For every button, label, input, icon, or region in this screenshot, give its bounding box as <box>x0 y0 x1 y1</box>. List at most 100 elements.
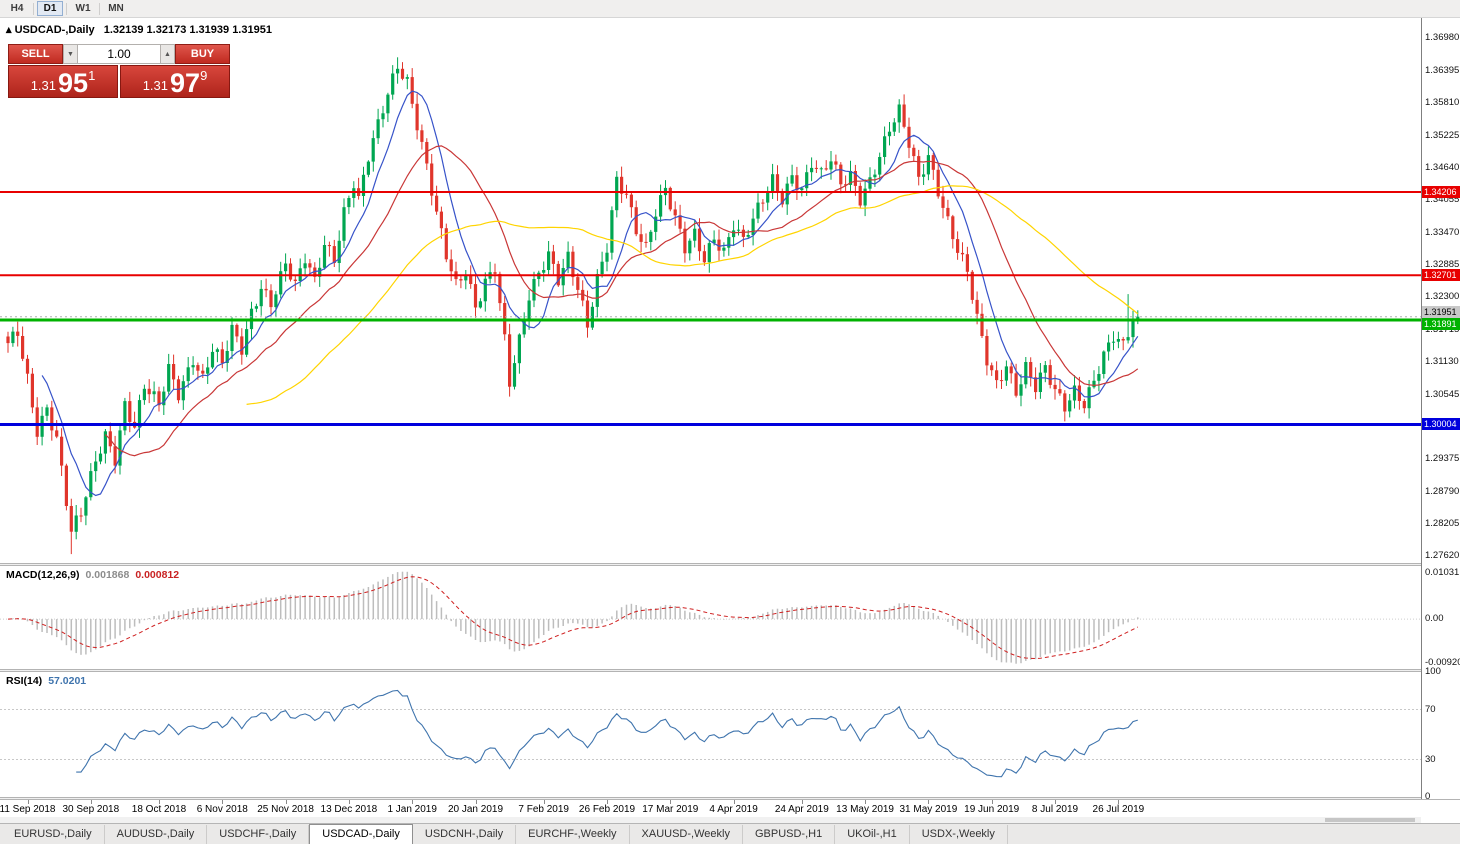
horizontal-scrollbar[interactable] <box>0 817 1421 823</box>
symbol-tab-eurusd[interactable]: EURUSD-,Daily <box>2 825 105 844</box>
rsi-label: RSI(14) 57.0201 <box>6 675 86 687</box>
rsi-name: RSI(14) <box>6 675 43 687</box>
buy-price-button[interactable]: 1.31 97 9 <box>120 65 230 98</box>
time-tick <box>1055 800 1056 804</box>
price-axis-label: 1.36395 <box>1425 64 1460 76</box>
time-axis-label: 4 Apr 2019 <box>709 804 758 815</box>
symbol-tab-usdchf[interactable]: USDCHF-,Daily <box>207 825 310 844</box>
scrollbar-thumb[interactable] <box>1325 818 1415 822</box>
time-axis[interactable]: 11 Sep 2018 30 Sep 2018 18 Oct 2018 6 Nov 2… <box>0 800 1421 817</box>
time-axis-label: 13 Dec 2018 <box>320 804 378 815</box>
price-tag: 1.31891 <box>1422 318 1460 331</box>
panel-separator[interactable] <box>0 563 1460 566</box>
symbol-tab-usdx[interactable]: USDX-,Weekly <box>910 825 1008 844</box>
sell-price-sup: 1 <box>88 68 96 83</box>
sell-price-head: 1.31 <box>30 78 57 93</box>
timeframe-toolbar: H4 D1 W1 MN <box>0 0 1460 18</box>
buy-button[interactable]: BUY <box>175 44 230 64</box>
time-axis-label: 17 Mar 2019 <box>642 804 699 815</box>
price-chart-canvas[interactable] <box>0 18 1421 563</box>
price-axis-label: 1.32885 <box>1425 259 1460 271</box>
main-chart-panel[interactable]: ▴ USDCAD-,Daily 1.32139 1.32173 1.31939 … <box>0 18 1421 563</box>
macd-canvas[interactable] <box>0 566 1421 669</box>
price-axis-label: 1.29375 <box>1425 453 1460 465</box>
time-tick <box>159 800 160 804</box>
indicator-axis-label: 30 <box>1425 753 1436 765</box>
toolbar-separator <box>99 2 100 15</box>
buy-price-sup: 9 <box>200 68 208 83</box>
symbol-tab-ukoil[interactable]: UKOil-,H1 <box>835 825 910 844</box>
time-axis-label: 24 Apr 2019 <box>774 804 829 815</box>
price-axis-label: 1.34055 <box>1425 194 1460 206</box>
candlestick-chart[interactable] <box>0 18 1421 563</box>
price-tag: 1.32701 <box>1422 269 1460 282</box>
indicator-axis-label: 0.00 <box>1425 613 1444 625</box>
time-tick <box>865 800 867 804</box>
time-axis-label: 19 Jun 2019 <box>964 804 1020 815</box>
price-tag: 1.31951 <box>1422 305 1460 318</box>
price-axis-label: 1.35225 <box>1425 129 1460 141</box>
rsi-chart[interactable] <box>0 672 1421 797</box>
time-axis-label: 26 Feb 2019 <box>578 804 636 815</box>
price-axis-label: 1.31130 <box>1425 356 1459 368</box>
price-axis-label: 1.28205 <box>1425 517 1460 529</box>
price-axis-label: 1.30545 <box>1425 388 1460 400</box>
time-tick <box>928 800 930 804</box>
time-tick <box>607 800 608 804</box>
time-axis-label: 1 Jan 2019 <box>387 804 437 815</box>
chart-ohlc-values: 1.32139 1.32173 1.31939 1.31951 <box>103 24 272 36</box>
timeframe-button-d1[interactable]: D1 <box>37 1 63 16</box>
time-axis-label: 26 Jul 2019 <box>1092 804 1145 815</box>
time-tick <box>412 800 414 804</box>
macd-chart[interactable] <box>0 566 1421 669</box>
volume-input[interactable]: 1.00 <box>78 44 160 64</box>
buy-price-big: 97 <box>170 68 201 99</box>
time-axis-label: 8 Jul 2019 <box>1031 804 1079 815</box>
price-axis-label: 1.36980 <box>1425 32 1460 44</box>
price-axis-label: 1.33470 <box>1425 226 1460 238</box>
volume-decrease-button[interactable]: ▼ <box>63 44 78 64</box>
rsi-value: 57.0201 <box>48 675 87 687</box>
symbol-tab-usdcad[interactable]: USDCAD-,Daily <box>309 824 413 844</box>
timeframe-buttons: H4 D1 W1 MN <box>4 0 129 18</box>
symbol-tab-xauusd[interactable]: XAUUSD-,Weekly <box>630 825 743 844</box>
time-axis-label: 20 Jan 2019 <box>447 804 504 815</box>
toolbar-separator <box>33 2 34 15</box>
macd-panel[interactable]: MACD(12,26,9) 0.001868 0.000812 <box>0 566 1421 669</box>
time-axis-label: 30 Sep 2018 <box>62 804 120 815</box>
price-axis-label: 1.32300 <box>1425 291 1460 303</box>
buy-price-head: 1.31 <box>142 78 169 93</box>
macd-signal-value: 0.000812 <box>135 569 180 581</box>
sell-price-big: 95 <box>58 68 89 99</box>
price-tag: 1.34206 <box>1422 185 1460 198</box>
timeframe-button-h4[interactable]: H4 <box>4 1 30 16</box>
symbol-tab-usdcnh[interactable]: USDCNH-,Daily <box>413 825 517 844</box>
time-axis-label: 18 Oct 2018 <box>131 804 187 815</box>
price-tag: 1.30004 <box>1422 418 1460 431</box>
time-axis-label: 31 May 2019 <box>899 804 958 815</box>
indicator-axis-label: -0.00920 <box>1425 657 1460 668</box>
one-click-trading-panel: SELL ▼ 1.00 ▲ BUY 1.31 95 1 1.31 97 9 <box>8 44 230 98</box>
sell-price-button[interactable]: 1.31 95 1 <box>8 65 118 98</box>
price-axis[interactable]: 1.36980 1.36395 1.35810 1.35225 1.34640 1.340… <box>1421 18 1460 802</box>
symbol-tab-eurchf[interactable]: EURCHF-,Weekly <box>516 825 630 844</box>
rsi-canvas[interactable] <box>0 672 1421 797</box>
rsi-panel[interactable]: RSI(14) 57.0201 <box>0 672 1421 797</box>
time-tick <box>90 800 92 804</box>
volume-increase-button[interactable]: ▲ <box>160 44 175 64</box>
chart-title: ▴ USDCAD-,Daily 1.32139 1.32173 1.31939 … <box>6 23 272 36</box>
time-tick <box>1118 800 1120 804</box>
indicator-axis-label: 0 <box>1425 791 1431 802</box>
symbol-tab-audusd[interactable]: AUDUSD-,Daily <box>105 825 208 844</box>
chart-symbol-label: USDCAD-,Daily <box>14 24 95 36</box>
panel-separator[interactable] <box>0 797 1460 800</box>
panel-separator[interactable] <box>0 669 1460 672</box>
symbol-tab-gbpusd[interactable]: GBPUSD-,H1 <box>743 825 836 844</box>
time-tick <box>801 800 803 804</box>
timeframe-button-w1[interactable]: W1 <box>70 1 96 16</box>
macd-name: MACD(12,26,9) <box>6 569 80 581</box>
sell-button[interactable]: SELL <box>8 44 63 64</box>
chart-tab-bar: EURUSD-,Daily AUDUSD-,Daily USDCHF-,Daily U… <box>0 823 1460 844</box>
price-axis-label: 1.34640 <box>1425 161 1460 173</box>
timeframe-button-mn[interactable]: MN <box>103 1 129 16</box>
